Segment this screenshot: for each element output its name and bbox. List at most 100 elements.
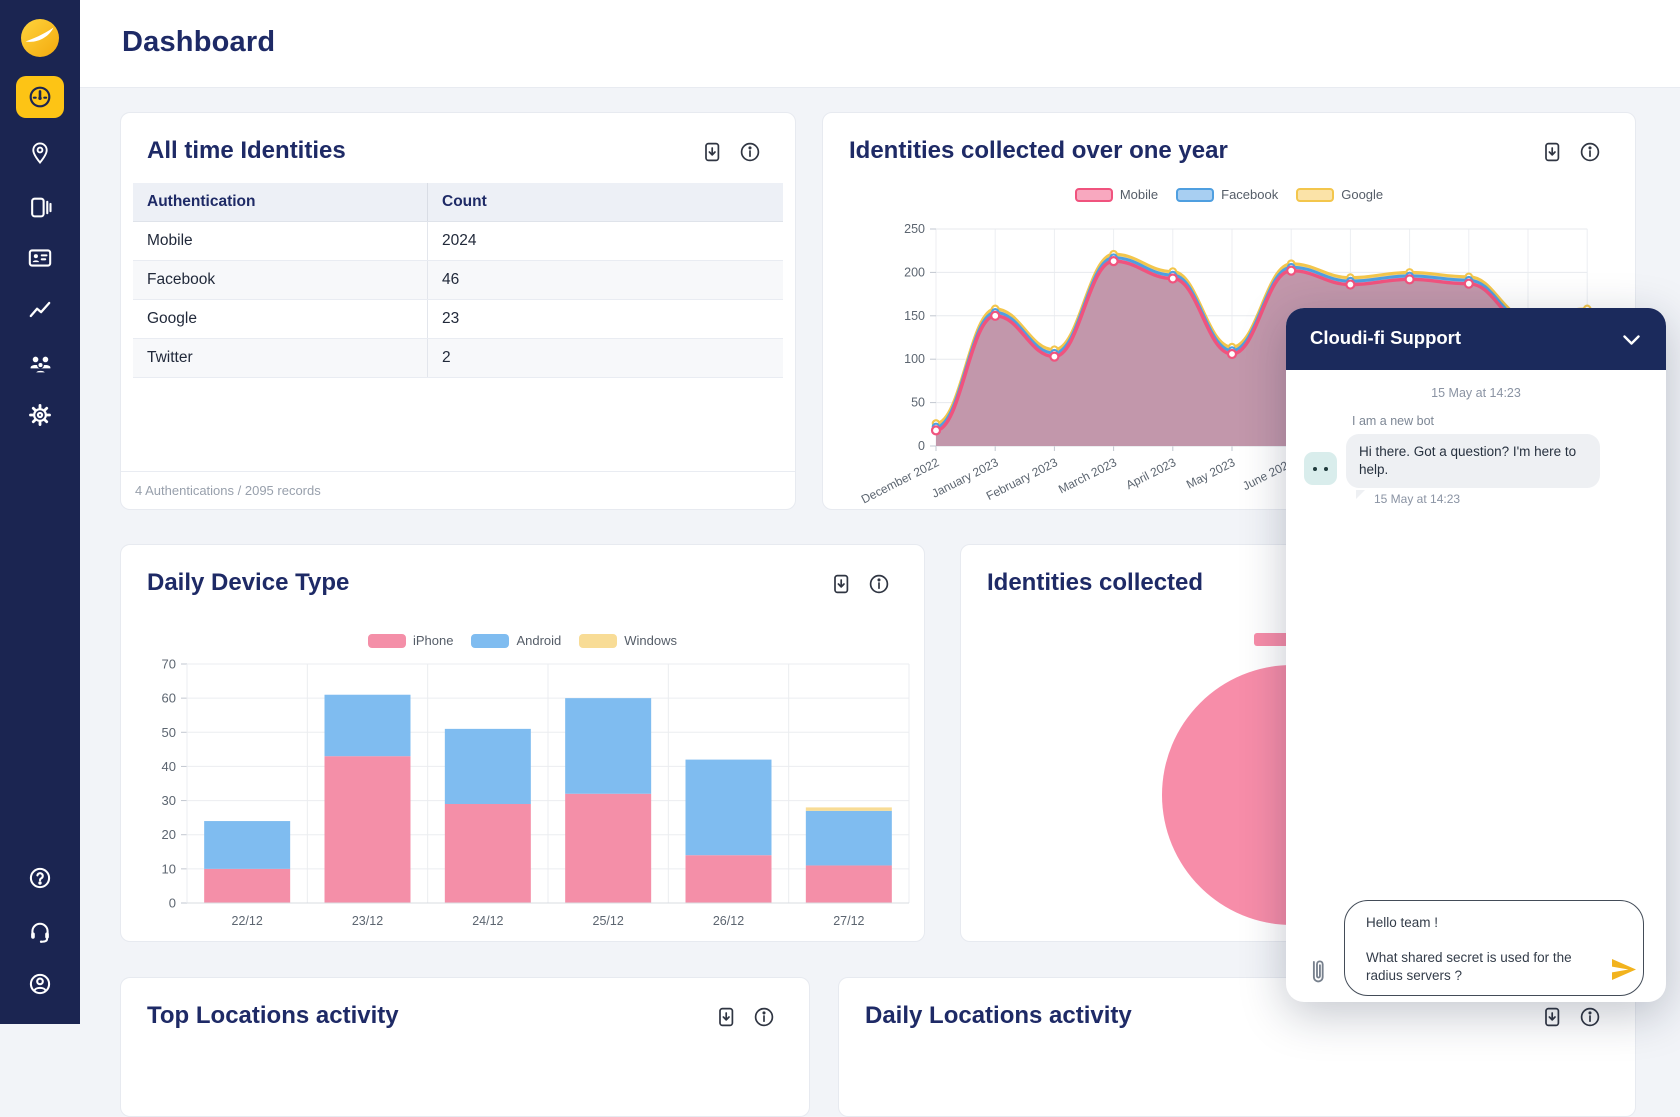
legend-label: iPhone (412, 633, 454, 648)
svg-text:0: 0 (918, 439, 925, 453)
screens-icon (28, 195, 53, 220)
cell-auth: Google (133, 300, 428, 338)
chat-timestamp: 15 May at 14:23 (1431, 386, 1521, 400)
chat-message-input[interactable]: Hello team ! What shared secret is used … (1344, 900, 1644, 996)
legend-label: Windows (624, 633, 678, 648)
sidebar-item-support[interactable] (16, 911, 64, 953)
sidebar-item-account[interactable] (16, 963, 64, 1005)
legend-item: Facebook (1176, 187, 1278, 202)
card-title: Identities collected (987, 569, 1204, 596)
send-icon[interactable] (1610, 958, 1638, 982)
card-title: Daily Device Type (147, 569, 350, 596)
download-icon[interactable] (715, 1006, 737, 1028)
bot-message-bubble: Hi there. Got a question? I'm here to he… (1346, 434, 1600, 488)
svg-text:150: 150 (904, 309, 925, 323)
svg-text:70: 70 (162, 657, 176, 672)
table-header-row: Authentication Count (133, 183, 783, 222)
card-title: Identities collected over one year (849, 137, 1228, 164)
svg-text:200: 200 (904, 265, 925, 279)
sidebar-item-captive-portal[interactable] (16, 186, 64, 228)
legend-label: Mobile (1119, 187, 1159, 202)
message-timestamp: 15 May at 14:23 (1374, 492, 1461, 506)
sidebar-item-locations[interactable] (16, 132, 64, 174)
table-row: Facebook 46 (133, 261, 783, 300)
cell-auth: Twitter (133, 339, 428, 377)
info-icon[interactable] (1579, 141, 1601, 163)
svg-text:April 2023: April 2023 (1124, 455, 1179, 492)
svg-text:30: 30 (162, 793, 176, 808)
records-summary: 4 Authentications / 2095 records (121, 471, 795, 509)
legend-label: Google (1341, 187, 1384, 202)
svg-text:25/12: 25/12 (593, 914, 624, 928)
cell-count: 2024 (442, 232, 477, 249)
info-icon[interactable] (739, 141, 761, 163)
info-icon[interactable] (1579, 1006, 1601, 1028)
table-row: Twitter 2 (133, 339, 783, 378)
sidebar-item-settings[interactable] (16, 394, 64, 436)
gear-icon (27, 402, 53, 428)
svg-text:March 2023: March 2023 (1056, 455, 1119, 496)
legend-swatch (1074, 187, 1113, 202)
svg-text:100: 100 (904, 352, 925, 366)
legend-swatch (1296, 187, 1335, 202)
chevron-down-icon[interactable] (1623, 333, 1640, 345)
users-group-icon (27, 350, 54, 377)
location-pin-icon (28, 141, 52, 165)
bot-avatar (1304, 452, 1337, 485)
device-chart-legend: iPhone Android Windows (121, 633, 924, 648)
cell-count: 46 (442, 271, 460, 288)
download-icon[interactable] (701, 141, 723, 163)
table-row: Mobile 2024 (133, 222, 783, 261)
info-icon[interactable] (753, 1006, 775, 1028)
info-icon[interactable] (868, 573, 890, 595)
sidebar (0, 0, 80, 1024)
line-chart-icon (27, 297, 53, 323)
sidebar-item-dashboard[interactable] (16, 76, 64, 118)
legend-swatch (367, 633, 406, 648)
headset-icon (27, 919, 53, 945)
cloudi-fi-logo (18, 16, 62, 60)
svg-text:27/12: 27/12 (833, 914, 864, 928)
svg-text:0: 0 (169, 896, 176, 911)
legend-label: Android (516, 633, 562, 648)
input-line: Hello team ! (1366, 915, 1439, 930)
cell-count: 23 (442, 310, 460, 327)
legend-item: Mobile (1074, 187, 1159, 202)
input-line: What shared secret is used for the radiu… (1366, 950, 1572, 983)
table-row: Google 23 (133, 300, 783, 339)
sidebar-item-users[interactable] (16, 342, 64, 384)
svg-text:50: 50 (162, 725, 176, 740)
card-title: All time Identities (147, 137, 346, 164)
svg-text:40: 40 (162, 759, 176, 774)
svg-text:December 2022: December 2022 (859, 455, 942, 506)
legend-swatch (471, 633, 510, 648)
svg-text:24/12: 24/12 (472, 914, 503, 928)
card-daily-device-type: Daily Device Type iPhone Android Windows… (120, 544, 925, 942)
legend-swatch (579, 633, 618, 648)
contact-card-icon (27, 245, 53, 271)
cell-auth: Mobile (133, 222, 428, 260)
column-count: Count (442, 193, 487, 210)
download-icon[interactable] (1541, 141, 1563, 163)
authentications-table: Authentication Count Mobile 2024 Faceboo… (133, 183, 783, 378)
legend-item: iPhone (367, 633, 454, 648)
sidebar-item-help[interactable] (16, 857, 64, 899)
svg-text:60: 60 (162, 691, 176, 706)
daily-device-bar-chart: 0 10 20 30 40 50 60 70 22/12 23/12 24/12 25/12 26/12… (162, 657, 910, 928)
download-icon[interactable] (1541, 1006, 1563, 1028)
svg-text:22/12: 22/12 (232, 914, 263, 928)
column-authentication: Authentication (133, 183, 428, 221)
attachment-paperclip-icon[interactable] (1307, 956, 1329, 988)
legend-item: Windows (579, 633, 677, 648)
card-title: Top Locations activity (147, 1002, 399, 1029)
year-chart-legend: Mobile Facebook Google (823, 187, 1635, 202)
card-all-time-identities: All time Identities Authentication Count… (120, 112, 796, 510)
svg-text:250: 250 (904, 222, 925, 236)
chat-widget: Cloudi-fi Support 15 May at 14:23 I am a… (1286, 308, 1666, 1002)
legend-swatch (1176, 187, 1215, 202)
sidebar-item-identities[interactable] (16, 237, 64, 279)
sidebar-item-analytics[interactable] (16, 289, 64, 331)
page-title: Dashboard (122, 26, 276, 58)
download-icon[interactable] (830, 573, 852, 595)
chat-header[interactable]: Cloudi-fi Support (1286, 308, 1666, 370)
